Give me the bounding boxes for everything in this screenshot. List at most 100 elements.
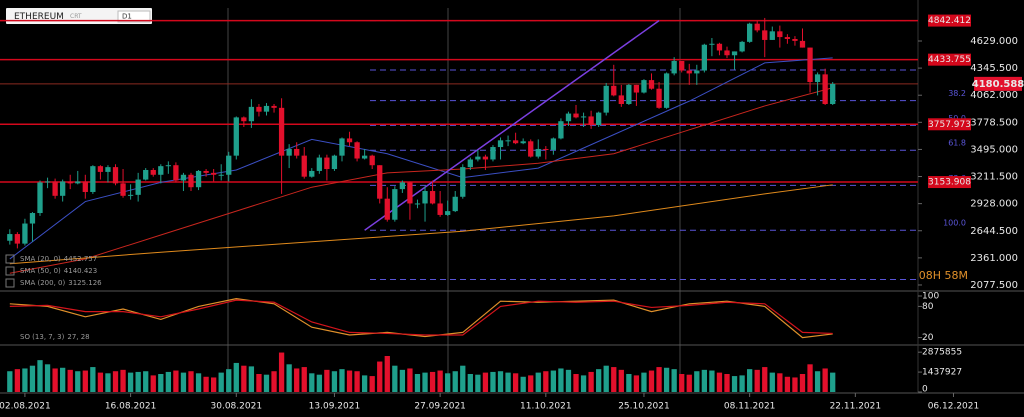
- candle-body: [241, 117, 247, 122]
- candle-body: [497, 140, 504, 148]
- candle-body: [195, 170, 202, 188]
- volume-tick-label: 0: [922, 385, 928, 395]
- volume-bar: [799, 374, 806, 392]
- volume-bar: [173, 370, 179, 392]
- fib-label: 100.0: [943, 219, 966, 228]
- volume-bar: [452, 371, 458, 392]
- volume-bar: [75, 371, 81, 392]
- volume-bar: [565, 369, 572, 392]
- level-label: 4842.412: [928, 16, 971, 26]
- candle-body: [143, 169, 149, 180]
- candle-body: [807, 47, 813, 83]
- candle-body: [407, 182, 413, 204]
- legend-icon: [5, 254, 15, 264]
- candle-body: [814, 74, 821, 83]
- timeframe[interactable]: D1: [122, 13, 132, 21]
- candle-body: [618, 95, 624, 105]
- volume-bar: [747, 369, 753, 392]
- volume-bar: [769, 372, 775, 392]
- candle-body: [278, 107, 285, 156]
- candle-body: [754, 23, 760, 31]
- candle-body: [596, 112, 602, 126]
- legend-name: SMA (20, 0): [20, 255, 61, 263]
- candle-body: [694, 70, 700, 74]
- volume-bar: [226, 369, 232, 392]
- volume-bar: [633, 375, 640, 392]
- volume-bar: [82, 370, 88, 392]
- volume-bar: [792, 377, 798, 392]
- volume-bar: [14, 369, 21, 392]
- candle-body: [218, 174, 224, 176]
- volume-bar: [90, 367, 96, 392]
- volume-bar: [218, 372, 224, 392]
- candle-body: [44, 181, 51, 183]
- volume-bar: [445, 373, 451, 392]
- candle-body: [830, 83, 836, 105]
- volume-bar: [271, 371, 277, 392]
- candle-body: [724, 50, 730, 56]
- candle-body: [422, 191, 428, 204]
- volume-bar: [512, 373, 519, 392]
- candle-body: [188, 174, 194, 188]
- symbol-tag: CRT: [70, 13, 82, 20]
- candle-body: [127, 194, 134, 196]
- volume-bar: [596, 369, 602, 392]
- volume-bar: [37, 360, 43, 392]
- candle-body: [611, 85, 617, 96]
- candle-body: [22, 223, 28, 244]
- candle-body: [203, 170, 209, 173]
- candle-body: [75, 181, 81, 184]
- candle-body: [769, 31, 775, 40]
- volume-bar: [195, 373, 202, 392]
- volume-bar: [429, 371, 436, 392]
- candle-body: [701, 44, 707, 71]
- candle-body: [263, 105, 270, 112]
- volume-bar: [535, 372, 541, 392]
- candle-body: [339, 138, 345, 156]
- candle-body: [82, 181, 88, 192]
- volume-bar: [663, 367, 670, 392]
- volume-bar: [241, 365, 247, 392]
- volume-bar: [127, 372, 134, 392]
- candle-body: [663, 73, 670, 108]
- volume-bar: [286, 364, 292, 392]
- candle-body: [512, 140, 519, 144]
- volume-bar: [112, 371, 119, 392]
- candle-body: [346, 138, 353, 143]
- volume-bar: [399, 369, 406, 392]
- volume-bar: [354, 371, 360, 392]
- volume-bar: [694, 371, 700, 392]
- so-line: [9, 297, 833, 339]
- volume-bar: [460, 365, 466, 392]
- volume-tick-label: 1437927: [922, 368, 962, 378]
- legend-icon: [5, 278, 15, 288]
- candle-body: [822, 74, 828, 105]
- candle-body: [165, 165, 171, 167]
- volume-bar: [135, 371, 141, 392]
- volume-tick-label: 2875855: [922, 348, 962, 358]
- candle-body: [633, 84, 640, 93]
- symbol-box: ETHEREUM CRT D1: [6, 8, 152, 24]
- legend-value: 3125.126: [68, 279, 102, 287]
- candle-body: [377, 165, 383, 199]
- candle-body: [739, 41, 745, 52]
- candle-body: [331, 155, 338, 170]
- fib-label: 38.2: [948, 89, 966, 98]
- sma-line: [9, 184, 833, 265]
- candle-body: [271, 105, 277, 108]
- x-tick-label: 25.10.2021: [618, 402, 670, 412]
- candle-body: [671, 60, 677, 74]
- level-label: 3153.908: [928, 178, 971, 188]
- volume-bar: [203, 376, 209, 392]
- volume-bar: [165, 371, 171, 392]
- volume-bar: [724, 374, 730, 392]
- volume-bar: [558, 368, 564, 392]
- candle-body: [573, 113, 579, 118]
- last-price-label: 4180.588: [972, 79, 1024, 90]
- candle-body: [14, 234, 21, 244]
- y-tick-label: 2928.000: [970, 199, 1018, 210]
- candle-body: [173, 165, 179, 181]
- volume-bar: [369, 376, 375, 392]
- timeframe-box[interactable]: [117, 10, 151, 23]
